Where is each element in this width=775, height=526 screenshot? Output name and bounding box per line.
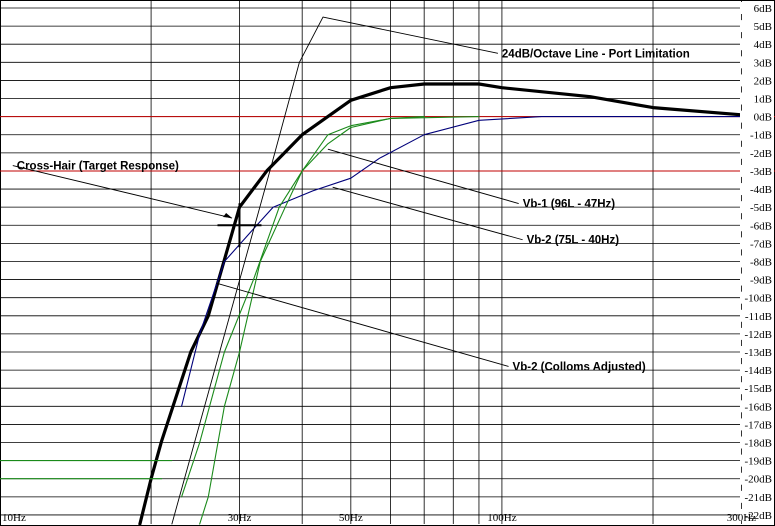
y-tick-label-bg bbox=[740, 20, 774, 33]
x-tick-label: 50Hz bbox=[339, 512, 363, 524]
y-tick-label-bg bbox=[740, 309, 774, 322]
annotations: 24dB/Octave Line - Port Limitation Cross-… bbox=[12, 16, 690, 373]
y-tick-label: -13dB bbox=[745, 347, 773, 359]
annotation-arrowhead bbox=[223, 213, 233, 219]
y-tick-label-bg bbox=[740, 92, 774, 105]
x-tick-label: 300Hz bbox=[727, 512, 756, 524]
y-tick-label: 4dB bbox=[754, 39, 772, 51]
series-line-1 bbox=[138, 82, 743, 526]
y-tick-label: 1dB bbox=[754, 94, 772, 106]
y-tick-label: -20dB bbox=[745, 474, 773, 486]
y-tick-label-bg bbox=[740, 490, 774, 503]
y-tick-label: 0dB bbox=[754, 112, 772, 124]
y-tick-label-bg bbox=[740, 110, 774, 123]
y-tick-label-bg bbox=[740, 346, 774, 358]
y-tick-label: -22dB bbox=[745, 510, 773, 522]
x-tick-label: 100Hz bbox=[487, 512, 516, 524]
y-tick-label-bg bbox=[740, 74, 774, 87]
annotation-leader bbox=[12, 165, 233, 219]
y-tick-label-bg bbox=[740, 219, 774, 232]
y-tick-label: -21dB bbox=[745, 492, 773, 504]
annotation-label: 24dB/Octave Line - Port Limitation bbox=[502, 48, 690, 60]
y-tick-label-bg bbox=[740, 56, 774, 69]
y-tick-label: -2dB bbox=[750, 148, 772, 160]
y-tick-label: -5dB bbox=[750, 202, 772, 214]
x-tick-label: 30Hz bbox=[228, 512, 252, 524]
y-tick-label: 3dB bbox=[754, 57, 772, 69]
cross-hair bbox=[217, 203, 262, 248]
series-line-2 bbox=[181, 116, 742, 407]
y-tick-labels: 6dB 5dB 4dB 3dB 2dB 1dB 0dB -1dB -2dB -3dB -4dB -5d… bbox=[740, 2, 774, 522]
y-tick-label-bg bbox=[740, 128, 774, 141]
y-tick-label: -7dB bbox=[750, 238, 772, 250]
y-tick-label: 6dB bbox=[754, 3, 772, 15]
series-group bbox=[0, 16, 743, 526]
y-tick-label: 5dB bbox=[754, 21, 772, 33]
y-tick-label-bg bbox=[740, 273, 774, 286]
series-line-4 bbox=[199, 116, 425, 525]
annotation-label: Vb-2 (Colloms Adjusted) bbox=[513, 361, 646, 373]
y-tick-label-bg bbox=[740, 454, 774, 467]
annotation-leader bbox=[327, 148, 519, 204]
y-tick-label: -12dB bbox=[745, 329, 773, 341]
y-tick-label-bg bbox=[740, 436, 774, 449]
y-tick-label: -19dB bbox=[745, 456, 773, 468]
y-tick-label-bg bbox=[740, 164, 774, 177]
annotation-leader bbox=[332, 186, 523, 241]
y-tick-label: -1dB bbox=[750, 130, 772, 142]
series-line-3 bbox=[181, 116, 480, 498]
y-tick-label: -17dB bbox=[745, 419, 773, 431]
x-tick-labels: 10Hz 30Hz 50Hz 100Hz 300Hz bbox=[2, 512, 756, 524]
series-line-7 bbox=[171, 16, 324, 525]
y-tick-label: -14dB bbox=[745, 365, 773, 377]
y-tick-label-bg bbox=[740, 201, 774, 214]
y-tick-label-bg bbox=[740, 382, 774, 395]
annotation-leader bbox=[322, 16, 499, 54]
y-tick-label: -11dB bbox=[745, 311, 772, 323]
y-tick-label: 2dB bbox=[754, 75, 772, 87]
y-tick-label-bg bbox=[740, 183, 774, 196]
y-tick-label-bg bbox=[740, 418, 774, 431]
y-tick-label-bg bbox=[740, 472, 774, 485]
y-tick-label-bg bbox=[740, 327, 774, 340]
y-tick-label-bg bbox=[740, 237, 774, 250]
annotation-label: Cross-Hair (Target Response) bbox=[17, 161, 179, 173]
y-tick-label-bg bbox=[740, 38, 774, 51]
y-tick-label: -18dB bbox=[745, 438, 773, 450]
y-tick-label: -16dB bbox=[745, 401, 773, 413]
y-tick-label: -10dB bbox=[745, 293, 773, 305]
y-tick-label: -8dB bbox=[750, 256, 772, 268]
y-tick-label: -15dB bbox=[745, 383, 773, 395]
y-tick-label-bg bbox=[740, 291, 774, 304]
annotation-label: Vb-2 (75L - 40Hz) bbox=[527, 235, 620, 247]
y-tick-label: -9dB bbox=[750, 275, 772, 287]
x-tick-label: 10Hz bbox=[2, 512, 26, 524]
y-tick-label: -4dB bbox=[750, 184, 772, 196]
y-tick-label-bg bbox=[740, 400, 774, 413]
y-tick-label: -6dB bbox=[750, 220, 772, 232]
y-tick-label-bg bbox=[740, 255, 774, 268]
y-tick-label: -3dB bbox=[750, 166, 772, 178]
y-tick-label-bg bbox=[740, 2, 774, 14]
y-tick-label-bg bbox=[740, 508, 774, 521]
annotation-label: Vb-1 (96L - 47Hz) bbox=[523, 199, 616, 211]
y-tick-label-bg bbox=[740, 364, 774, 377]
y-tick-label-bg bbox=[740, 146, 774, 159]
annotation-leader bbox=[216, 282, 509, 367]
